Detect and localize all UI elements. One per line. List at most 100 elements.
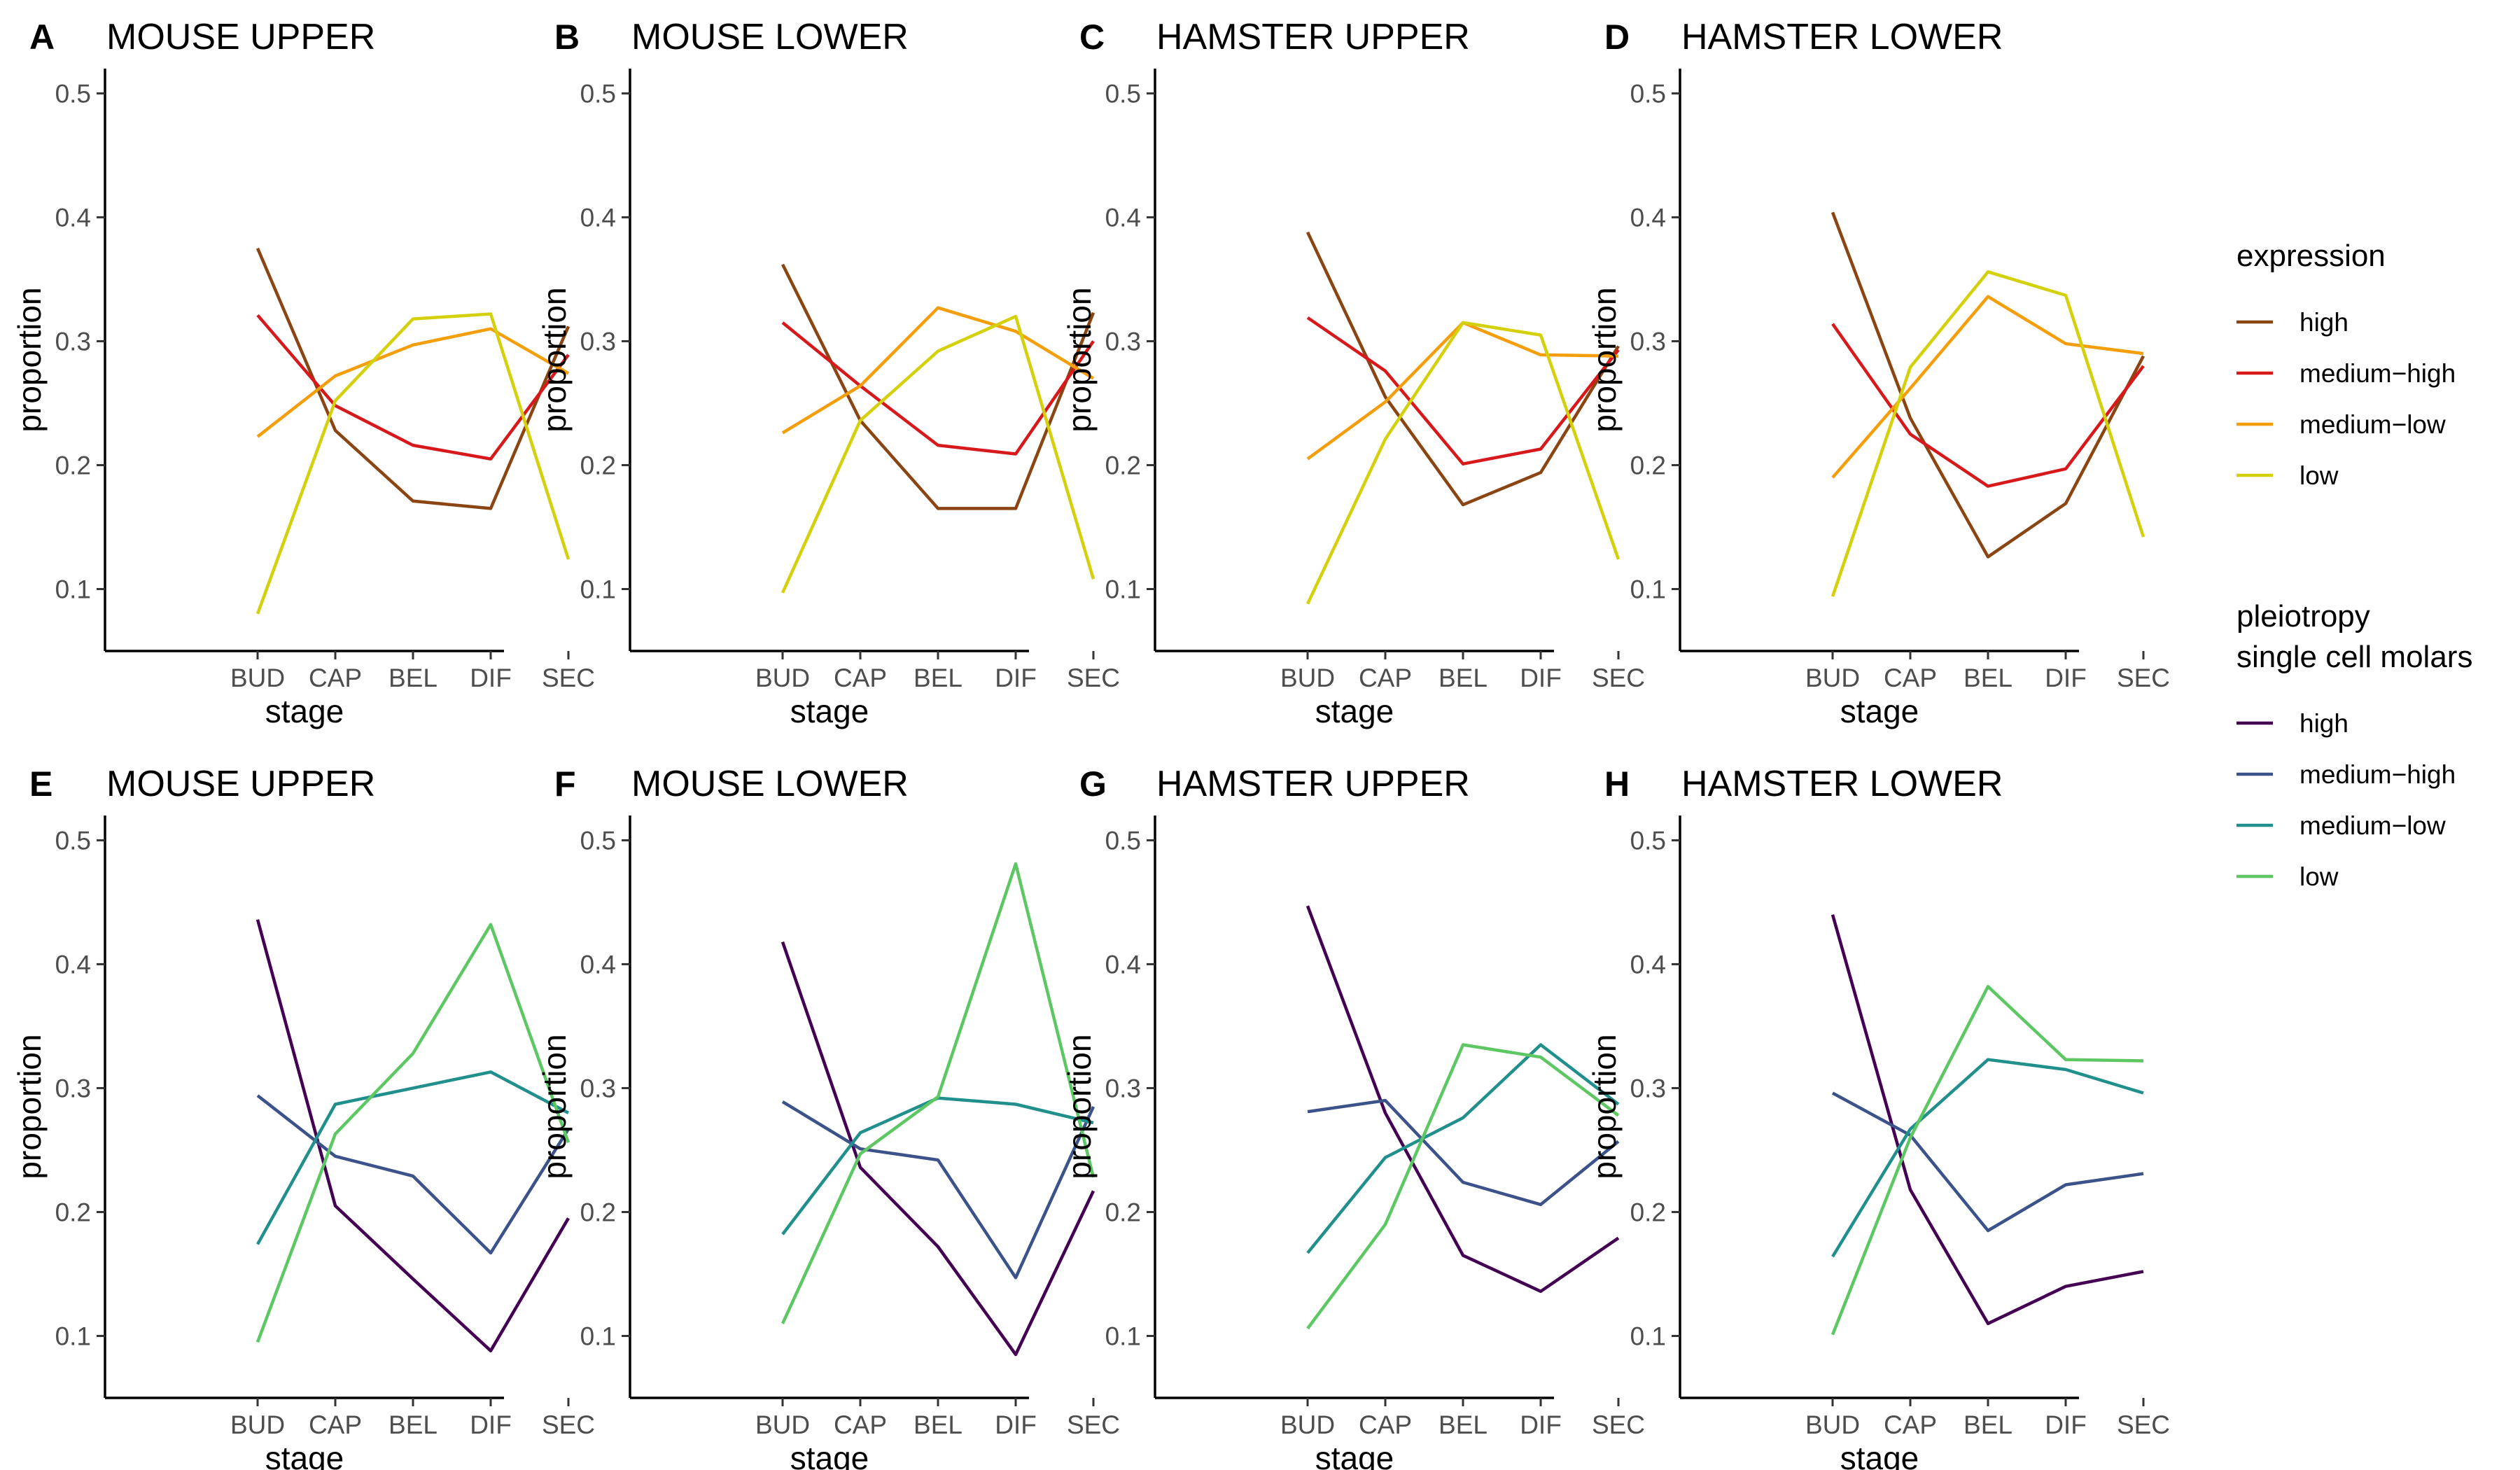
y-axis-title: proportion (11, 1034, 48, 1179)
y-tick-label: 0.5 (55, 79, 91, 108)
series-line-medium-low (1306, 321, 1619, 461)
x-tick-label: SEC (1592, 1410, 1645, 1439)
y-tick-label: 0.2 (1105, 1198, 1141, 1226)
panel-title: HAMSTER UPPER (1156, 764, 1470, 804)
x-tick-label: BUD (755, 664, 810, 692)
y-tick-label: 0.3 (580, 327, 616, 356)
y-tick-label: 0.3 (55, 1074, 91, 1102)
panel-title: HAMSTER UPPER (1156, 17, 1470, 57)
x-tick-label: CAP (834, 1410, 887, 1439)
y-tick-label: 0.5 (1105, 79, 1141, 108)
y-axis-title: proportion (1061, 287, 1098, 432)
y-tick-label: 0.5 (1630, 826, 1666, 855)
legend-label: low (2300, 862, 2339, 891)
x-axis-title: stage (1315, 1440, 1394, 1470)
y-tick-label: 0.3 (1630, 1074, 1666, 1102)
legend-label: high (2300, 709, 2348, 738)
x-tick-label: DIF (2045, 1410, 2087, 1439)
y-tick-label: 0.4 (1630, 203, 1666, 232)
x-tick-label: DIF (2045, 664, 2087, 692)
legend-title: expression (2236, 239, 2386, 273)
series-line-medium-high (1306, 316, 1620, 465)
panel-letter: B (554, 18, 580, 57)
series-line-high (780, 941, 1096, 1357)
panel-title: MOUSE UPPER (106, 764, 375, 804)
series-line-medium-low (256, 327, 570, 438)
panel-d: D HAMSTER LOWER 0.1 0.2 0.3 0.4 0.5 BUD CAP BEL DI… (1586, 17, 2170, 729)
x-tick-label: CAP (1884, 1410, 1937, 1439)
panel-h: H HAMSTER LOWER 0.1 0.2 0.3 0.4 0.5 BUD CAP BEL DI… (1586, 764, 2170, 1470)
series-line-low (780, 862, 1096, 1324)
panel-letter: G (1079, 764, 1107, 804)
x-tick-label: BEL (1963, 664, 2012, 692)
panel-letter: C (1079, 18, 1105, 57)
panel-letter: D (1604, 18, 1630, 57)
x-tick-label: CAP (834, 664, 887, 692)
x-tick-label: SEC (542, 1410, 595, 1439)
series-line-high (1830, 211, 2145, 559)
x-axis-title: stage (265, 1440, 344, 1470)
series-line-medium-high (1831, 323, 2145, 488)
series-line-low (780, 314, 1096, 594)
x-tick-label: DIF (1520, 664, 1562, 692)
series-line-high (780, 263, 1096, 510)
panel-c: C HAMSTER UPPER 0.1 0.2 0.3 0.4 0.5 BUD CAP BEL DI… (1061, 17, 1645, 729)
series-line-medium-high (256, 314, 570, 461)
x-axis-title: stage (790, 1440, 869, 1470)
series-line-medium-high (256, 1094, 570, 1255)
legend-label: medium−low (2300, 410, 2446, 439)
y-tick-label: 0.4 (55, 950, 91, 979)
y-tick-label: 0.5 (55, 826, 91, 855)
legend-pleiotropy: pleiotropy single cell molars high medium−h… (2236, 599, 2472, 891)
y-tick-label: 0.2 (55, 1198, 91, 1226)
y-tick-label: 0.5 (1105, 826, 1141, 855)
y-axis-title: proportion (1586, 1034, 1623, 1179)
y-tick-label: 0.3 (1105, 327, 1141, 356)
y-tick-label: 0.4 (1630, 950, 1666, 979)
panel-a: A MOUSE UPPER 0.1 0.2 0.3 0.4 0.5 BUD CAP BEL DIF S… (11, 17, 595, 729)
series-line-low (255, 923, 570, 1343)
y-tick-label: 0.3 (1630, 327, 1666, 356)
x-tick-label: BEL (1438, 664, 1488, 692)
x-tick-label: CAP (1359, 664, 1412, 692)
series-line-medium-low (1306, 1043, 1620, 1254)
y-tick-label: 0.4 (580, 203, 616, 232)
series-line-high (1830, 913, 2144, 1326)
series-line-high (255, 247, 570, 510)
x-tick-label: DIF (1520, 1410, 1562, 1439)
x-tick-label: CAP (1359, 1410, 1412, 1439)
series-line-medium-high (1831, 1091, 2144, 1233)
y-tick-label: 0.4 (55, 203, 91, 232)
x-axis-title: stage (1840, 1440, 1919, 1470)
x-tick-label: SEC (2117, 1410, 2170, 1439)
x-tick-label: BEL (1963, 1410, 2012, 1439)
y-axis-title: proportion (536, 287, 573, 432)
x-tick-label: CAP (309, 664, 362, 692)
y-axis-title: proportion (1061, 1034, 1098, 1179)
x-tick-label: BEL (388, 664, 438, 692)
legend-label: medium−high (2300, 359, 2456, 388)
panel-g: G HAMSTER UPPER 0.1 0.2 0.3 0.4 0.5 BUD CAP BEL DI… (1061, 764, 1645, 1470)
panel-title: HAMSTER LOWER (1681, 17, 2003, 57)
y-tick-label: 0.4 (580, 950, 616, 979)
x-tick-label: CAP (1884, 664, 1937, 692)
y-tick-label: 0.2 (580, 1198, 616, 1226)
series-line-low (1306, 1043, 1620, 1330)
panel-b: B MOUSE LOWER 0.1 0.2 0.3 0.4 0.5 BUD CAP BEL DIF S… (536, 17, 1120, 729)
series-line-high (1306, 231, 1620, 507)
y-tick-label: 0.3 (580, 1074, 616, 1102)
y-axis-title: proportion (536, 1034, 573, 1179)
x-tick-label: BUD (230, 1410, 285, 1439)
series-line-low (1830, 985, 2144, 1336)
x-tick-label: BEL (388, 1410, 438, 1439)
x-tick-label: BEL (913, 664, 962, 692)
x-tick-label: DIF (470, 1410, 512, 1439)
series-line-medium-high (781, 1100, 1096, 1280)
legend-title: single cell molars (2236, 640, 2472, 674)
y-tick-label: 0.2 (1105, 451, 1141, 479)
series-line-medium-low (781, 306, 1095, 435)
y-tick-label: 0.3 (55, 327, 91, 356)
y-tick-label: 0.2 (1630, 451, 1666, 479)
legend-label: medium−high (2300, 760, 2456, 789)
x-tick-label: BUD (755, 1410, 810, 1439)
